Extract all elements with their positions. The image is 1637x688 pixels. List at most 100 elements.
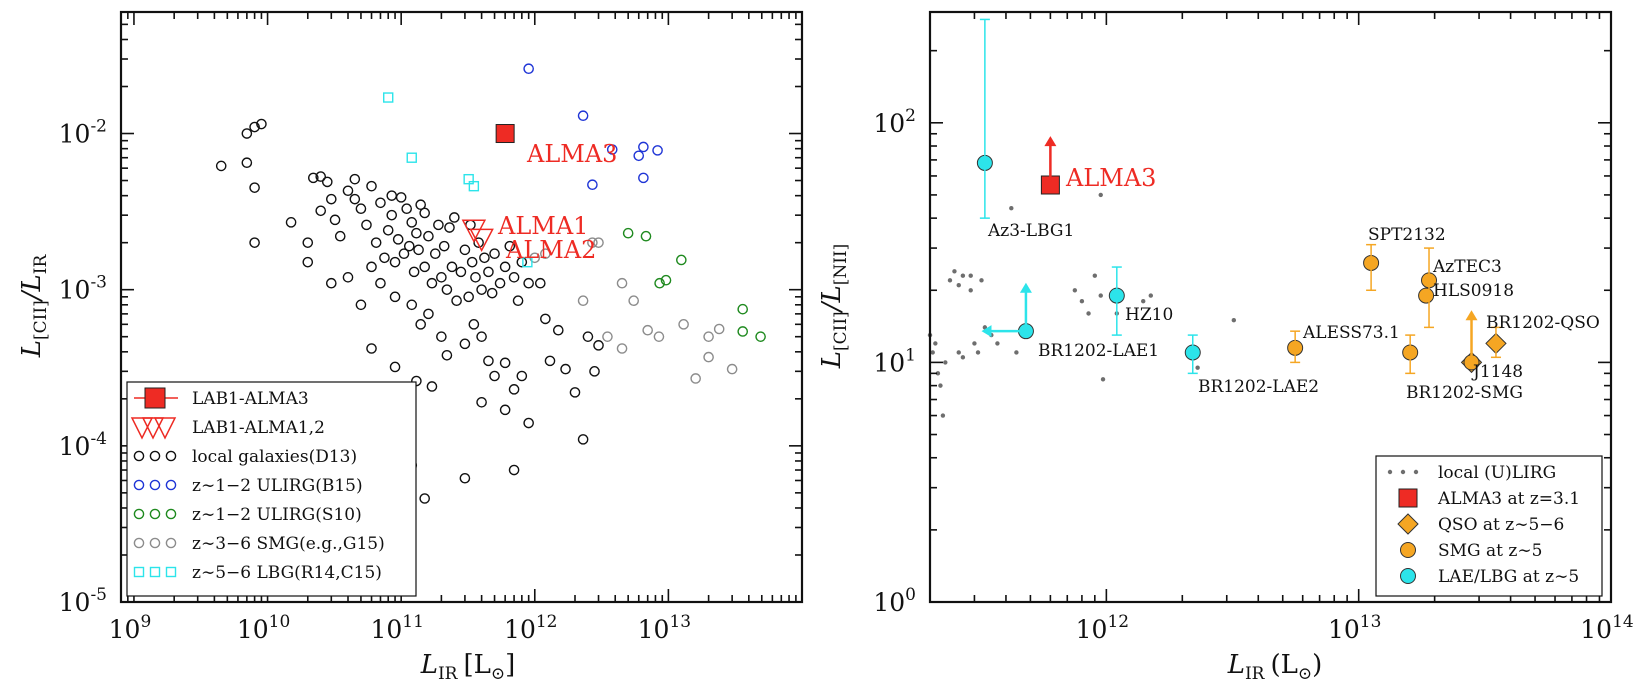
data-point	[512, 295, 524, 306]
data-point	[441, 284, 453, 295]
legend-marker	[1400, 568, 1416, 584]
legend-label-b15: z∼1−2 ULIRG(B15)	[192, 476, 363, 496]
legend-marker	[1397, 513, 1419, 535]
data-point	[382, 225, 394, 236]
data-point	[469, 228, 494, 252]
data-point	[940, 413, 946, 418]
data-point	[755, 331, 766, 342]
data-point	[322, 176, 333, 188]
data-point	[468, 180, 480, 192]
left-plot-frame	[119, 10, 804, 604]
left-y-tick-label: 10-5	[59, 585, 107, 617]
data-point	[943, 360, 948, 365]
data-point	[476, 331, 487, 342]
data-point	[419, 261, 430, 273]
data-point	[423, 308, 434, 320]
data-point	[349, 173, 361, 185]
data-point	[473, 237, 484, 248]
data-point	[415, 199, 426, 211]
data-point	[470, 272, 481, 283]
right-x-tick-label: 1013	[1328, 612, 1381, 644]
data-point	[326, 277, 337, 289]
right-chart: 1012 1013 1014 100 101 102 ALMA3 Az3-LBG1 HZ1…	[817, 10, 1634, 684]
data-point	[956, 282, 961, 288]
data-point	[302, 237, 314, 248]
data-point	[540, 248, 551, 259]
data-point	[1072, 288, 1078, 293]
right-y-tick-label: 102	[873, 106, 916, 138]
data-point	[441, 349, 453, 361]
data-point	[415, 319, 426, 330]
left-y-axis-title: L[CII]/LIR	[17, 254, 51, 359]
data-point	[249, 237, 260, 248]
legend-label-s10: z∼1−2 ULIRG(S10)	[192, 505, 362, 525]
left-x-tick-label: 1010	[237, 612, 290, 644]
data-point	[593, 340, 604, 351]
data-point	[960, 355, 966, 360]
legend-label-alma3-z31: ALMA3 at z=3.1	[1437, 489, 1580, 509]
data-point	[249, 121, 260, 133]
data-point	[315, 171, 327, 182]
right-plot-frame	[928, 10, 1613, 604]
legend-label-lae-lbg: LAE/LBG at z∼5	[1438, 567, 1579, 587]
data-point	[499, 261, 511, 273]
data-point	[349, 193, 361, 205]
left-annotation-alma3: ALMA3	[526, 140, 617, 168]
data-point	[979, 278, 984, 283]
data-point	[1148, 293, 1153, 298]
data-point	[401, 203, 412, 215]
data-point	[241, 157, 253, 169]
data-point	[449, 212, 460, 223]
left-y-tick-label: 10-4	[59, 429, 107, 461]
data-point	[455, 266, 467, 278]
data-point	[930, 350, 935, 355]
data-point	[544, 355, 556, 367]
data-point	[960, 273, 966, 278]
data-point	[968, 288, 973, 293]
data-point	[982, 325, 988, 330]
legend-marker	[149, 508, 161, 520]
left-chart-marks	[215, 63, 766, 504]
data-point	[652, 145, 663, 156]
right-x-tick-label: 1012	[1076, 612, 1129, 644]
data-point	[616, 343, 628, 354]
legend-marker	[149, 537, 161, 549]
data-point	[553, 324, 564, 336]
data-point	[523, 63, 534, 75]
data-point	[690, 373, 701, 384]
right-annotation-aztec: AzTEC3	[1432, 257, 1502, 277]
data-point	[660, 274, 672, 286]
data-point	[302, 256, 314, 268]
right-annotation-hls: HLS0918	[1433, 281, 1514, 301]
data-point	[395, 192, 407, 203]
data-point	[972, 341, 977, 346]
right-annotation-lae2: BR1202-LAE2	[1198, 377, 1319, 397]
data-point	[560, 363, 571, 375]
data-point	[638, 141, 649, 153]
data-point	[285, 217, 297, 228]
limit-arrow-head	[981, 325, 992, 338]
data-point	[423, 230, 434, 242]
data-point	[1098, 293, 1103, 298]
data-point	[508, 384, 520, 395]
data-point	[459, 338, 471, 350]
data-point	[389, 256, 401, 268]
data-point	[577, 295, 589, 306]
data-point	[569, 387, 581, 398]
left-chart: 109 1010 1011 1012 1013 10-5 10-4 10-3 10-2 ALMA…	[17, 10, 804, 684]
right-annotation-aless: ALESS73.1	[1302, 323, 1400, 343]
data-point	[426, 277, 438, 289]
right-annotation-smg: BR1202-SMG	[1406, 383, 1523, 403]
data-point	[737, 303, 749, 315]
data-point	[444, 222, 455, 233]
data-point	[398, 248, 410, 259]
data-point	[476, 284, 487, 295]
data-point	[589, 366, 600, 377]
legend-label-alma3: LAB1-ALMA3	[192, 389, 309, 409]
data-point	[516, 256, 528, 268]
data-point	[411, 227, 422, 239]
data-point	[587, 237, 598, 248]
data-point	[486, 287, 498, 299]
data-point	[466, 256, 478, 268]
